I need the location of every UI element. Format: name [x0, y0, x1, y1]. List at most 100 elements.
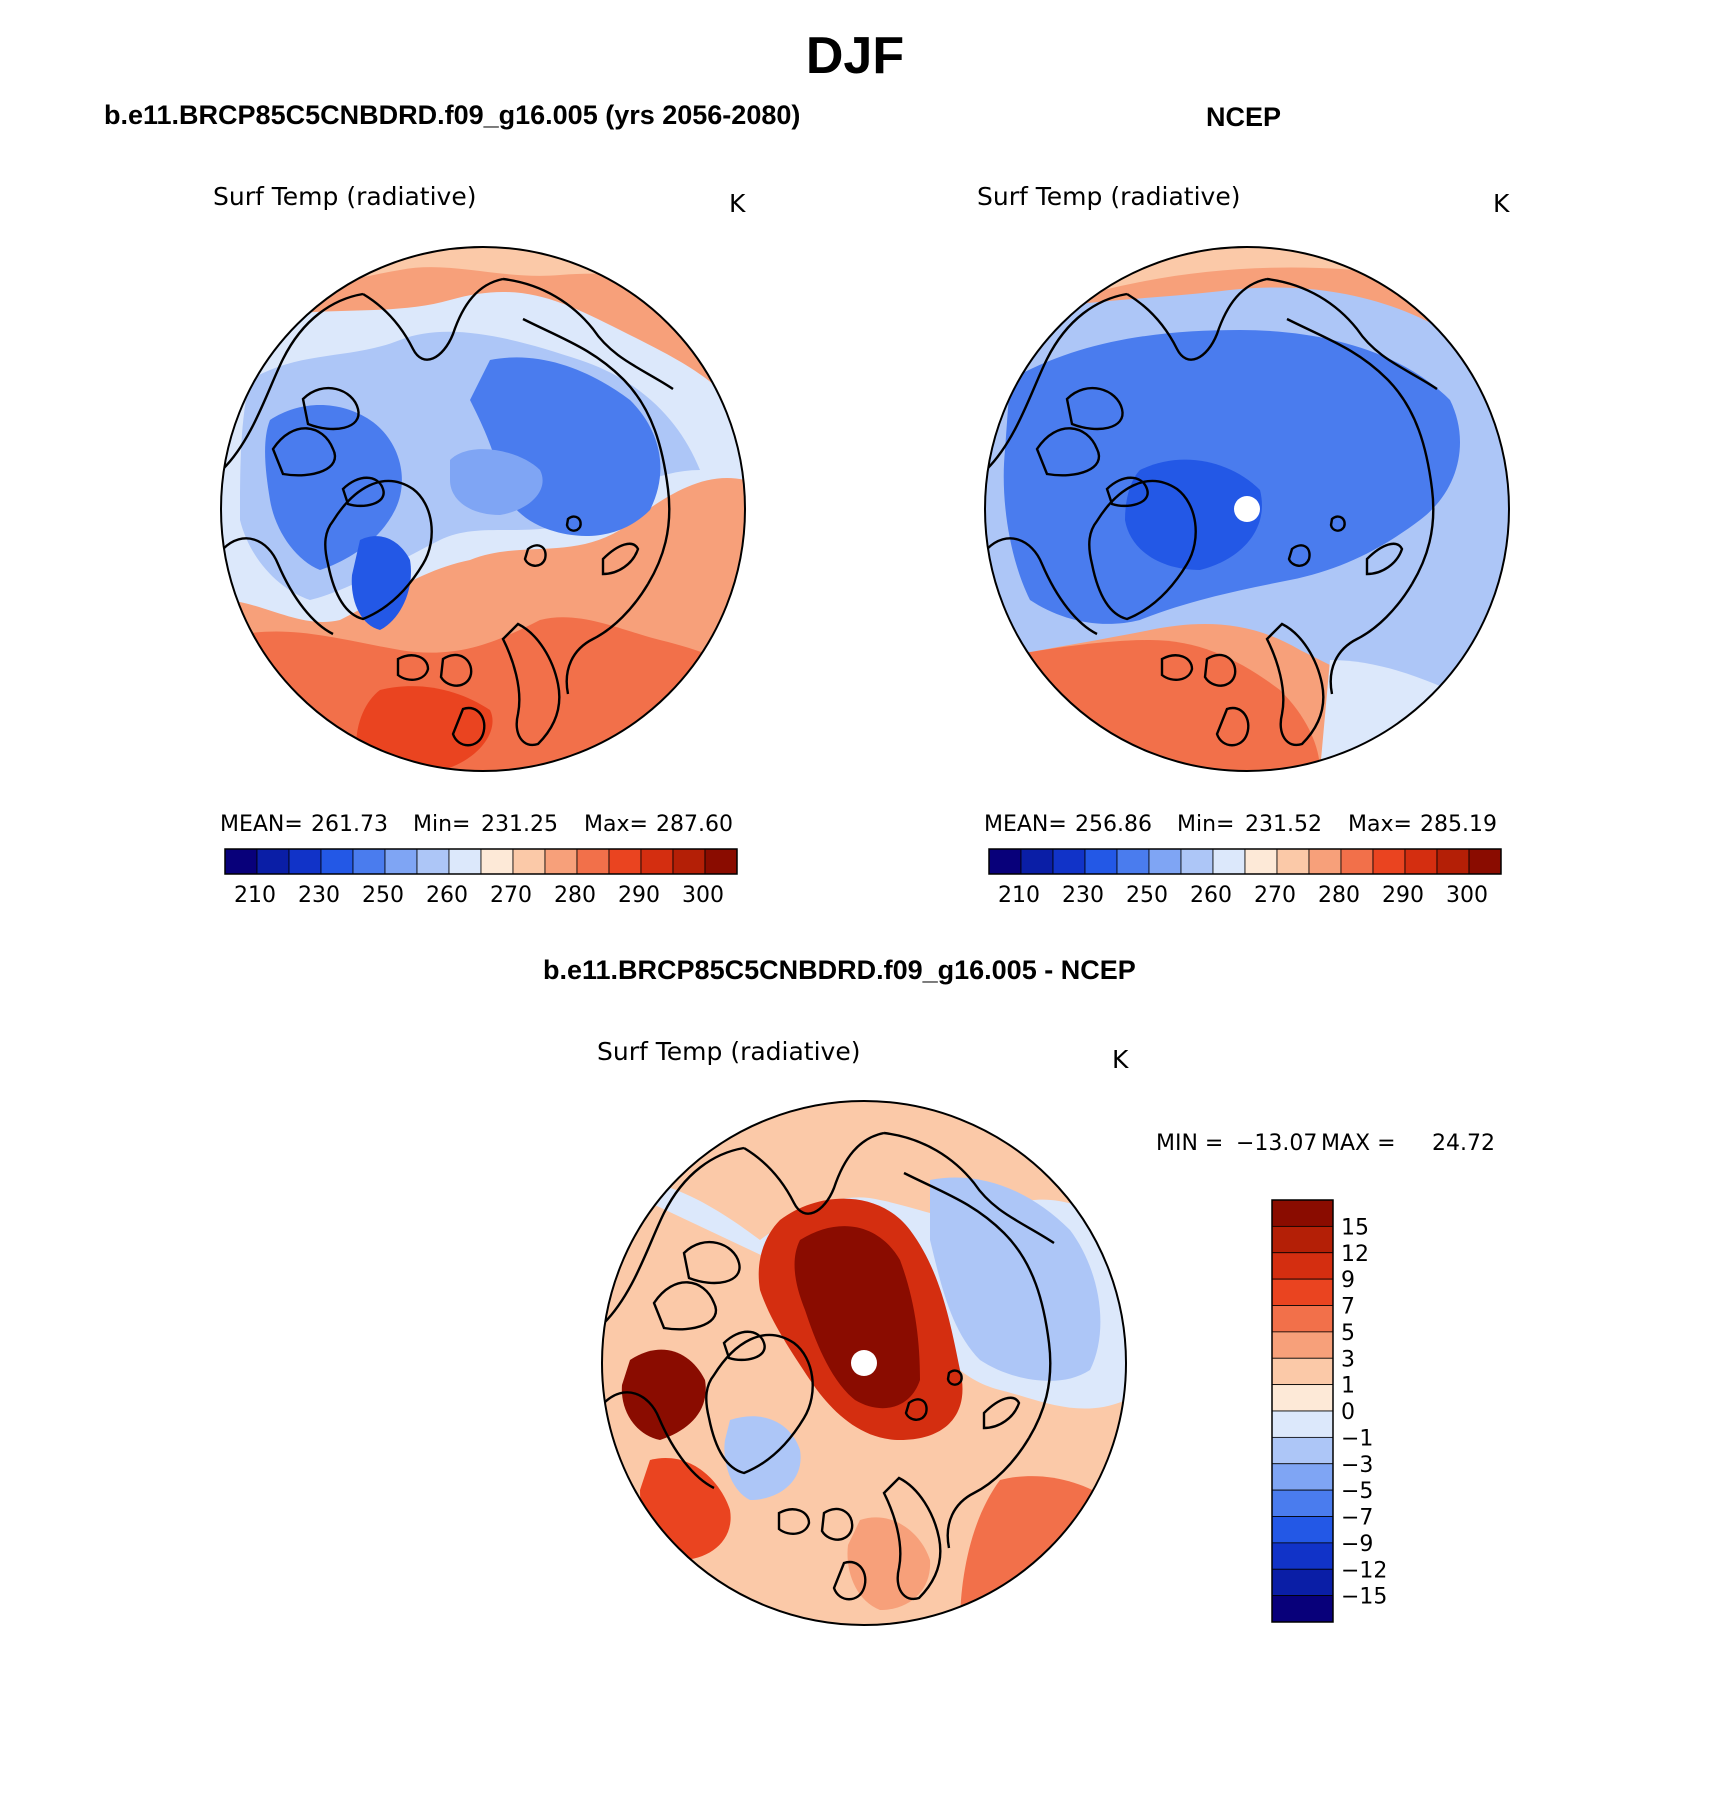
panel-model-units: K [729, 189, 746, 218]
colorbar-swatch [1271, 1463, 1334, 1491]
panel-model-fill-warm2 [356, 686, 493, 771]
left-panel-title: b.e11.BRCP85C5CNBDRD.f09_g16.005 (yrs 20… [104, 100, 801, 130]
colorbar-swatch [1271, 1199, 1334, 1227]
colorbar-swatch [1308, 848, 1342, 875]
figure-title: DJF [805, 27, 905, 85]
colorbar-tick-label: 290 [618, 883, 660, 908]
colorbar-swatch [320, 848, 354, 875]
colorbar-swatch [1436, 848, 1470, 875]
colorbar-tick-label: 0 [1341, 1400, 1355, 1425]
colorbar-swatch [608, 848, 642, 875]
bottom-panel-title: b.e11.BRCP85C5CNBDRD.f09_g16.005 - NCEP [543, 955, 1136, 985]
colorbar-swatch [1271, 1225, 1334, 1254]
colorbar-swatch [1468, 848, 1502, 875]
panel-ncep-max-value: 285.19 [1420, 812, 1497, 837]
panel-ncep-variable-label: Surf Temp (radiative) [977, 182, 1240, 211]
colorbar-tick-label: 7 [1341, 1295, 1355, 1320]
colorbar-tick-label: −1 [1341, 1426, 1373, 1451]
colorbar-swatch [1271, 1384, 1334, 1412]
colorbar-tick-label: 300 [682, 883, 724, 908]
colorbar-tick-label: 260 [426, 883, 468, 908]
colorbar-tick-label: 280 [554, 883, 596, 908]
colorbar-tick-label: 230 [1062, 883, 1104, 908]
colorbar-tick-label: −15 [1341, 1585, 1387, 1610]
colorbar-swatch [1404, 848, 1438, 875]
panel-diff-fill-greenland [724, 1416, 801, 1500]
colorbar-swatch [1020, 848, 1054, 875]
panel-ncep-fill-cool-bottom [1320, 660, 1509, 771]
panel-diff-variable-label: Surf Temp (radiative) [597, 1037, 860, 1066]
panel-diff-fill-labrador [621, 1349, 706, 1440]
panel-diff-fill-warm5 [847, 1517, 931, 1610]
panel-ncep-pole-marker [1234, 496, 1260, 522]
panel-diff-fill-cool2 [930, 1177, 1101, 1381]
colorbar-swatch [352, 848, 386, 875]
colorbar-tick-label: 5 [1341, 1321, 1355, 1346]
panel-model-fill-cold4 [265, 405, 402, 570]
panel-diff-max-label: MAX = [1321, 1131, 1396, 1156]
panel-ncep-mean-value: 256.86 [1075, 812, 1152, 837]
colorbar-swatch [1271, 1516, 1334, 1544]
colorbar-swatch [1276, 848, 1310, 875]
colorbar-swatch [1271, 1436, 1334, 1465]
colorbar-swatch [1212, 848, 1246, 875]
colorbar-swatch [1271, 1331, 1334, 1359]
panel-model-min-label: Min= [413, 812, 470, 837]
colorbar-swatch [1084, 848, 1118, 875]
colorbar-swatch [544, 848, 578, 875]
panel-diff-border [601, 1100, 1127, 1626]
colorbar-swatch [224, 848, 258, 875]
colorbar-swatch [288, 848, 322, 875]
colorbar-swatch [1271, 1357, 1334, 1386]
colorbar-swatch [1052, 848, 1086, 875]
panel-model-map [221, 247, 745, 771]
colorbar-swatch [576, 848, 610, 875]
colorbar-tick-label: 270 [490, 883, 532, 908]
colorbar-swatch [672, 848, 706, 875]
panel-ncep-map [985, 247, 1509, 771]
colorbar-tick-label: −12 [1341, 1558, 1387, 1583]
panel-model-fill-warm1 [221, 617, 745, 771]
colorbar-swatch [1271, 1305, 1334, 1333]
panel-model: Surf Temp (radiative) K MEAN= 261.73 Min… [213, 182, 746, 908]
panel-diff: Surf Temp (radiative) K MIN = −13.07 MAX… [597, 1037, 1495, 1626]
panel-diff-colorbar [1271, 1199, 1334, 1623]
colorbar-swatch [1244, 848, 1278, 875]
colorbar-swatch [988, 848, 1022, 875]
panel-model-colorbar [224, 848, 738, 875]
panel-model-max-label: Max= [584, 812, 648, 837]
colorbar-swatch [1372, 848, 1406, 875]
colorbar-swatch [1271, 1595, 1334, 1623]
colorbar-tick-label: 210 [234, 883, 276, 908]
colorbar-tick-label: −5 [1341, 1479, 1373, 1504]
panel-ncep-units: K [1493, 189, 1510, 218]
panel-diff-units: K [1112, 1045, 1129, 1074]
colorbar-tick-label: 1 [1341, 1374, 1355, 1399]
colorbar-swatch [1116, 848, 1150, 875]
colorbar-tick-label: 12 [1341, 1242, 1369, 1267]
panel-model-min-value: 231.25 [481, 812, 558, 837]
colorbar-swatch [640, 848, 674, 875]
panel-ncep-border [984, 246, 1510, 772]
panel-ncep-mean-label: MEAN= [984, 812, 1067, 837]
colorbar-swatch [1271, 1568, 1334, 1597]
panel-ncep-colorbar [988, 848, 1502, 875]
colorbar-swatch [384, 848, 418, 875]
colorbar-swatch [1271, 1278, 1334, 1306]
panel-diff-colorbar-frame [1271, 1199, 1334, 1623]
colorbar-tick-label: 9 [1341, 1268, 1355, 1293]
panel-ncep-max-label: Max= [1348, 812, 1412, 837]
colorbar-swatch [480, 848, 514, 875]
panel-diff-pole-marker [851, 1350, 877, 1376]
colorbar-tick-label: 250 [1126, 883, 1168, 908]
panel-diff-min-value: −13.07 [1236, 1131, 1317, 1156]
panel-model-colorbar-frame [224, 848, 738, 875]
panel-model-variable-label: Surf Temp (radiative) [213, 182, 476, 211]
colorbar-tick-label: 280 [1318, 883, 1360, 908]
colorbar-tick-label: 3 [1341, 1347, 1355, 1372]
colorbar-swatch [704, 848, 738, 875]
colorbar-tick-label: 300 [1446, 883, 1488, 908]
colorbar-swatch [1271, 1489, 1334, 1517]
colorbar-swatch [1271, 1410, 1334, 1438]
